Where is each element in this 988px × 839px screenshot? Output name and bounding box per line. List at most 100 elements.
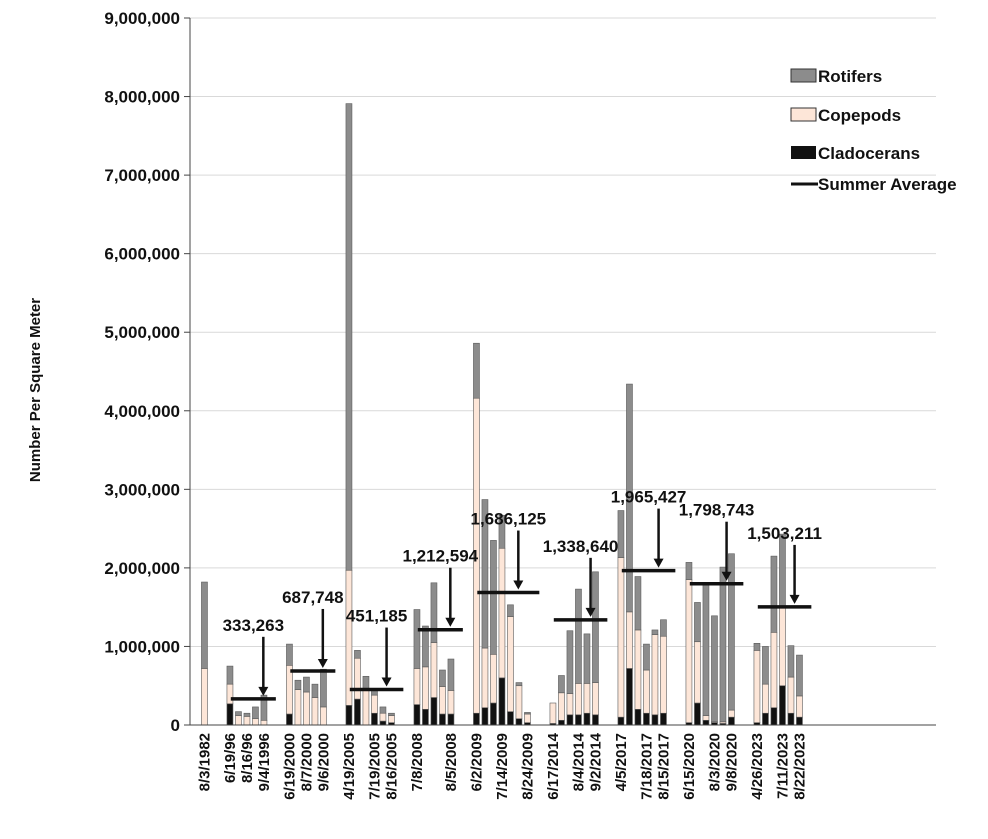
- x-tick-label: 7/8/2008: [409, 733, 426, 791]
- bar-segment-rotifers: [762, 646, 769, 685]
- bar-segment-cladocerans: [592, 714, 599, 726]
- bar-segment-rotifers: [575, 588, 582, 684]
- y-tick-label: 4,000,000: [104, 402, 180, 421]
- bar-segment-rotifers: [498, 514, 506, 549]
- bar-segment-copepods: [260, 719, 268, 726]
- bar-segment-copepods: [235, 715, 242, 726]
- bar-segment-copepods: [796, 695, 803, 718]
- bar-segment-cladocerans: [728, 716, 735, 726]
- annotation-arrow-head: [653, 558, 664, 568]
- bar-segment-rotifers: [770, 555, 778, 633]
- bar-segment-rotifers: [320, 668, 327, 708]
- bar-segment-rotifers: [651, 629, 659, 635]
- summer-average-label: 1,338,640: [543, 537, 619, 556]
- bar-segment-rotifers: [345, 103, 353, 571]
- legend-label-rotifers: Rotifers: [818, 67, 882, 86]
- bar-segment-rotifers: [490, 540, 497, 655]
- bar-segment-copepods: [252, 718, 259, 726]
- bar-segment-cladocerans: [634, 708, 642, 726]
- bar-segment-rotifers: [779, 533, 786, 608]
- summer-average-label: 1,503,211: [747, 524, 822, 543]
- y-tick-label: 5,000,000: [104, 323, 180, 342]
- bar-segment-rotifers: [422, 625, 429, 668]
- annotation-arrow-head: [585, 607, 596, 617]
- bar-segment-rotifers: [439, 669, 446, 687]
- bar-segment-cladocerans: [430, 697, 438, 726]
- x-tick-label: 9/6/2000: [315, 733, 332, 791]
- y-tick-label: 9,000,000: [104, 9, 180, 28]
- summer-average-label: 687,748: [282, 588, 343, 607]
- bar-segment-rotifers: [660, 619, 667, 637]
- bar-segment-copepods: [303, 691, 310, 726]
- bar-segment-copepods: [770, 632, 778, 709]
- bar-segment-cladocerans: [626, 668, 633, 726]
- bar-segment-copepods: [685, 579, 693, 723]
- bar-segment-copepods: [694, 641, 701, 704]
- x-tick-label: 8/5/2008: [443, 733, 460, 791]
- bar-segment-copepods: [507, 616, 514, 712]
- bar-segment-cladocerans: [787, 712, 795, 726]
- y-axis-label: Number Per Square Meter: [27, 298, 44, 482]
- legend-swatch-cladocerans: [791, 146, 816, 159]
- bar-segment-rotifers: [524, 712, 531, 715]
- bar-segment-copepods: [481, 647, 489, 709]
- x-tick-label: 8/3/1982: [196, 733, 213, 791]
- bar-segment-rotifers: [558, 675, 565, 694]
- y-tick-labels: 0 1,000,000 2,000,000 3,000,000 4,000,000 5,0…: [104, 9, 180, 735]
- bar-segment-copepods: [362, 688, 370, 726]
- bar-segment-copepods: [787, 676, 795, 714]
- annotation-arrow-head: [721, 571, 732, 581]
- bar-segment-copepods: [660, 635, 667, 714]
- summer-average-label: 1,798,743: [679, 501, 755, 520]
- bar-segment-rotifers: [286, 643, 293, 666]
- bar-segment-cladocerans: [439, 713, 446, 726]
- bar-segment-copepods: [728, 709, 735, 718]
- y-tick-label: 7,000,000: [104, 166, 180, 185]
- y-tick-label: 8,000,000: [104, 88, 180, 107]
- bar-segment-rotifers: [583, 633, 591, 684]
- bar-segment-cladocerans: [762, 712, 769, 726]
- x-tick-label: 6/17/2014: [545, 732, 562, 799]
- bar-segment-rotifers: [354, 650, 361, 659]
- bar-segment-cladocerans: [354, 698, 361, 726]
- bar-segment-rotifers: [473, 342, 480, 399]
- bar-segment-copepods: [422, 666, 429, 710]
- y-tick-label: 0: [171, 716, 180, 735]
- legend-label-copepods: Copepods: [818, 106, 901, 125]
- bar-segment-copepods: [762, 683, 769, 714]
- bar-segment-rotifers: [787, 645, 795, 678]
- bar-segment-rotifers: [507, 604, 514, 617]
- bar-segment-copepods: [490, 653, 497, 704]
- bar-segment-copepods: [558, 692, 565, 721]
- bar-segment-copepods: [311, 697, 319, 726]
- bar-segment-cladocerans: [515, 718, 523, 726]
- bar-segment-cladocerans: [422, 708, 429, 726]
- bar-segment-copepods: [430, 642, 438, 698]
- bar-segment-cladocerans: [447, 713, 455, 726]
- bar-segment-rotifers: [753, 643, 761, 651]
- bar-segment-rotifers: [515, 682, 523, 687]
- bar-segment-copepods: [524, 713, 531, 723]
- bar-segment-copepods: [320, 706, 327, 726]
- annotation-arrow-head: [789, 594, 800, 604]
- bar-segment-copepods: [549, 702, 557, 724]
- bar-segment-copepods: [294, 689, 302, 726]
- summer-average-label: 451,185: [346, 607, 407, 626]
- bar-segment-cladocerans: [796, 716, 803, 726]
- x-tick-label: 9/8/2020: [723, 733, 740, 791]
- bar-segment-cladocerans: [575, 714, 582, 726]
- bar-segment-copepods: [583, 683, 591, 714]
- bar-segment-rotifers: [388, 712, 395, 716]
- bar-segment-rotifers: [243, 712, 251, 717]
- annotation-arrow-head: [445, 617, 456, 627]
- bars: [201, 103, 803, 726]
- x-tick-label: 8/16/2005: [383, 733, 400, 800]
- bar-segment-cladocerans: [660, 712, 667, 726]
- bar-segment-rotifers: [413, 609, 421, 669]
- bar-segment-copepods: [371, 694, 378, 714]
- annotation-arrow-head: [513, 580, 524, 590]
- x-tick-label: 4/19/2005: [341, 733, 358, 800]
- y-tick-label: 2,000,000: [104, 559, 180, 578]
